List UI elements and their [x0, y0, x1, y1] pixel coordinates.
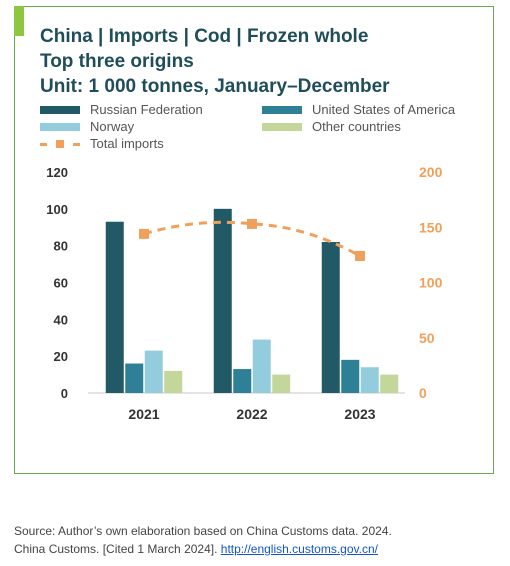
x-tick-label: 2023: [344, 406, 375, 422]
y-left-tick-label: 20: [54, 349, 68, 364]
x-tick-label: 2022: [236, 406, 267, 422]
bar-united-states-of-america-2022: [233, 369, 252, 393]
source-line-1: Source: Author’s own elaboration based o…: [14, 524, 392, 538]
y-left-tick-label: 0: [61, 386, 68, 401]
marker-total-2021: [139, 228, 149, 239]
title-line-1: China | Imports | Cod | Frozen whole: [40, 26, 369, 47]
bar-other-countries-2023: [380, 374, 399, 393]
title-line-2: Top three origins: [40, 51, 194, 72]
y-left-tick-label: 40: [54, 312, 68, 327]
bar-russian-federation-2023: [321, 241, 340, 393]
x-tick-label: 2021: [128, 406, 159, 422]
bar-united-states-of-america-2021: [125, 363, 144, 393]
y-left-tick-label: 60: [54, 276, 68, 291]
y-left-tick-label: 100: [46, 202, 68, 217]
source-note: Source: Author’s own elaboration based o…: [14, 522, 392, 558]
bar-norway-2022: [252, 339, 271, 393]
chart-title: China | Imports | Cod | Frozen whole Top…: [40, 24, 390, 99]
bar-russian-federation-2022: [213, 208, 232, 393]
y-right-tick-label: 0: [419, 385, 427, 401]
title-line-3: Unit: 1 000 tonnes, January–December: [40, 76, 390, 97]
chart-frame: [14, 6, 494, 474]
bar-norway-2021: [144, 350, 163, 393]
bar-other-countries-2022: [272, 374, 291, 393]
source-link[interactable]: http://english.customs.gov.cn/: [220, 542, 378, 556]
source-prefix: China Customs. [Cited 1 March 2024].: [14, 542, 221, 556]
bar-norway-2023: [360, 367, 379, 393]
marker-total-2023: [355, 250, 365, 261]
marker-total-2022: [247, 218, 257, 229]
line-total-imports: [143, 220, 361, 258]
frame-accent: [14, 6, 24, 36]
bar-russian-federation-2021: [105, 221, 124, 393]
y-left-tick-label: 120: [46, 165, 68, 180]
bar-united-states-of-america-2023: [341, 359, 360, 393]
y-left-tick-label: 80: [54, 239, 68, 254]
y-right-tick-label: 100: [419, 275, 443, 291]
y-right-tick-label: 50: [419, 330, 435, 346]
y-right-tick-label: 200: [419, 164, 443, 180]
bar-other-countries-2021: [164, 370, 183, 393]
y-right-tick-label: 150: [419, 219, 443, 235]
source-line-2: China Customs. [Cited 1 March 2024]. htt…: [14, 540, 392, 558]
